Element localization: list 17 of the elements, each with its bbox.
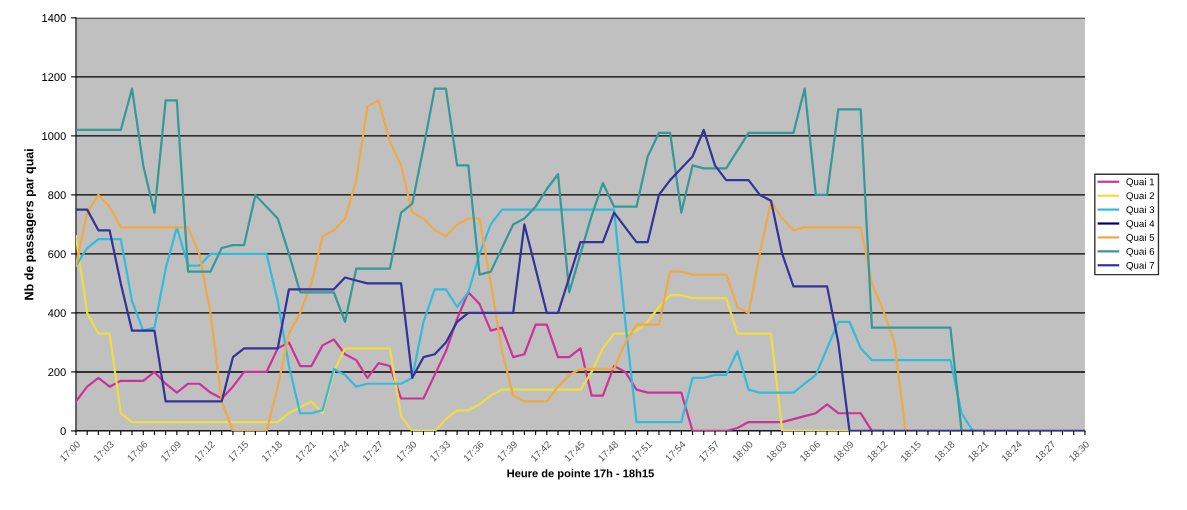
- legend-label: Quai 4: [1126, 219, 1155, 229]
- y-tick-label: 600: [48, 250, 66, 259]
- legend-label: Quai 5: [1126, 233, 1155, 243]
- legend-label: Quai 1: [1126, 178, 1155, 187]
- legend-label: Quai 2: [1126, 192, 1155, 201]
- y-tick-label: 1000: [42, 132, 66, 141]
- y-axis-title: Nb de passagers par quai: [24, 149, 36, 300]
- y-tick-label: 400: [47, 309, 66, 318]
- y-tick-label: 800: [48, 191, 66, 200]
- y-tick-label: 1400: [42, 14, 66, 22]
- legend-label: Quai 7: [1126, 261, 1155, 271]
- y-tick-label: 1200: [42, 73, 66, 81]
- y-tick-label: 200: [48, 368, 66, 377]
- x-axis-title: Heure de pointe 17h - 18h15: [507, 469, 654, 480]
- legend-label: Quai 3: [1126, 205, 1155, 215]
- legend-label: Quai 6: [1126, 247, 1155, 257]
- y-tick-label: 0: [60, 427, 66, 436]
